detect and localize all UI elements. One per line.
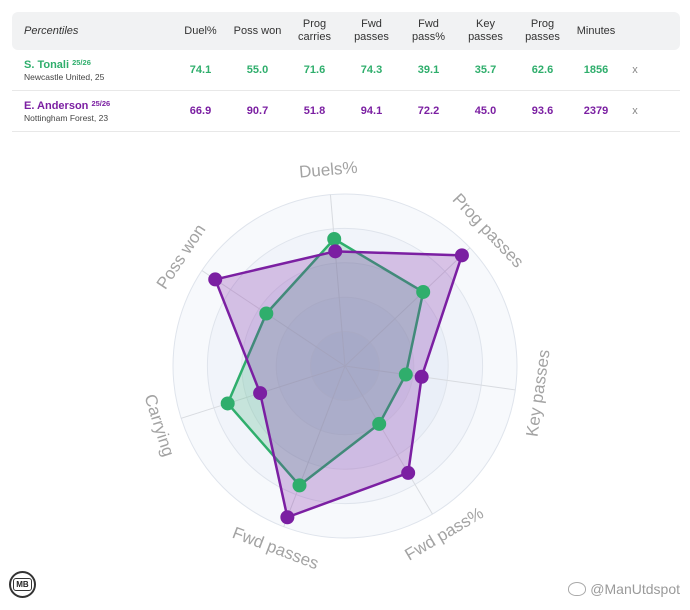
stat-value: 62.6 xyxy=(531,63,554,76)
data-point xyxy=(259,306,274,321)
col-header-fwd-pass-pct: Fwd pass% xyxy=(411,18,446,43)
radar-spoke xyxy=(201,270,346,367)
table-row-anderson: E. Anderson 25/26 Nottingham Forest, 23 … xyxy=(12,91,680,132)
series-area-anderson xyxy=(213,250,464,519)
data-point xyxy=(454,248,469,263)
data-point xyxy=(398,367,413,382)
player-cell: E. Anderson 25/26 Nottingham Forest, 23 xyxy=(12,99,172,123)
table-row-tonali: S. Tonali 25/26 Newcastle United, 25 74.… xyxy=(12,50,680,91)
stat-value: 72.2 xyxy=(417,104,440,117)
player-name: S. Tonali xyxy=(24,59,70,71)
stat-value: 94.1 xyxy=(360,104,383,117)
axis-label: Key passes xyxy=(523,348,554,438)
axis-label: Duels% xyxy=(298,158,358,182)
data-point xyxy=(208,272,223,287)
stat-value: 90.7 xyxy=(246,104,269,117)
radar-spoke xyxy=(344,365,516,391)
stat-value: 45.0 xyxy=(474,104,497,117)
stat-value: 35.7 xyxy=(474,63,497,76)
player-team: Nottingham Forest, 23 xyxy=(24,113,109,123)
stat-minutes: 1856 xyxy=(583,64,609,76)
table-header: Percentiles Duel% Poss won Prog carries F… xyxy=(12,12,680,50)
col-header-minutes: Minutes xyxy=(576,25,616,37)
stat-value: 39.1 xyxy=(417,63,440,76)
col-header-prog-carries: Prog carries xyxy=(297,18,331,43)
stat-value: 51.8 xyxy=(303,104,326,117)
col-header-duel-pct: Duel% xyxy=(184,24,217,37)
axis-label: Carrying xyxy=(140,392,178,459)
col-header-prog-passes: Prog passes xyxy=(525,18,560,43)
data-point xyxy=(220,396,235,411)
stat-value: 74.1 xyxy=(189,63,212,76)
radar-spoke xyxy=(283,365,346,527)
data-point xyxy=(414,369,429,384)
player-team: Newcastle United, 25 xyxy=(24,72,105,82)
data-point xyxy=(328,244,343,259)
player-season: 25/26 xyxy=(72,58,91,67)
radar-spoke xyxy=(344,247,471,367)
radar-spoke xyxy=(329,194,346,367)
data-point xyxy=(292,478,307,493)
weibo-icon xyxy=(568,582,587,596)
radar-spoke xyxy=(344,365,433,515)
data-point xyxy=(253,386,268,401)
stat-value: 66.9 xyxy=(189,104,212,117)
player-season: 25/26 xyxy=(91,99,111,108)
remove-player-button[interactable]: x xyxy=(632,64,638,76)
data-point xyxy=(401,465,416,480)
watermark: @ManUtdspot xyxy=(568,581,680,597)
data-point xyxy=(416,284,431,299)
remove-player-button[interactable]: x xyxy=(632,105,638,117)
stat-value: 55.0 xyxy=(246,63,269,76)
data-point xyxy=(372,416,387,431)
player-cell: S. Tonali 25/26 Newcastle United, 25 xyxy=(12,58,172,82)
percentiles-table: Percentiles Duel% Poss won Prog carries F… xyxy=(12,12,680,132)
col-header-key-passes: Key passes xyxy=(468,18,503,43)
stat-value: 93.6 xyxy=(531,104,554,117)
stat-value: 71.6 xyxy=(303,63,326,76)
stat-value: 74.3 xyxy=(360,63,383,76)
mb-logo: MB xyxy=(9,571,36,598)
watermark-text: @ManUtdspot xyxy=(590,581,680,597)
data-point xyxy=(280,510,295,525)
data-point xyxy=(327,232,342,247)
percentiles-title: Percentiles xyxy=(24,25,79,37)
col-header-poss-won: Poss won xyxy=(233,24,282,37)
stat-minutes: 2379 xyxy=(583,105,609,117)
player-name: E. Anderson xyxy=(24,100,89,112)
col-header-fwd-passes: Fwd passes xyxy=(354,18,389,43)
